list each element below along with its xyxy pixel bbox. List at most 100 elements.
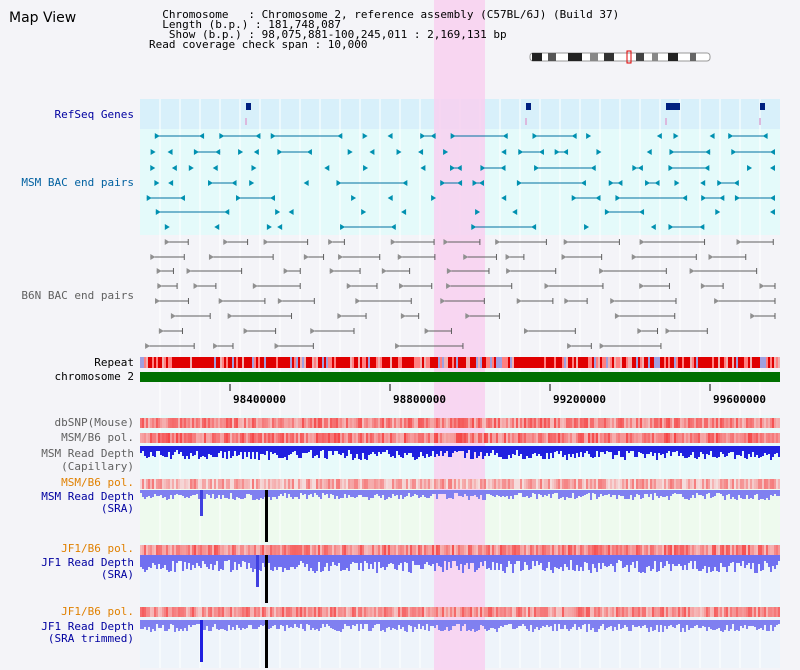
- heat-cell: [324, 479, 326, 489]
- heat-cell: [688, 607, 690, 617]
- depth-bar: [196, 446, 198, 451]
- depth-bar: [276, 555, 278, 570]
- depth-bar: [178, 620, 180, 631]
- depth-bar: [774, 620, 776, 627]
- depth-bar: [278, 446, 280, 458]
- heat-cell: [424, 545, 426, 555]
- heat-cell: [680, 545, 682, 555]
- heat-cell: [370, 607, 372, 617]
- depth-bar: [444, 620, 446, 630]
- repeat-stripe: [144, 357, 146, 368]
- depth-bar: [372, 446, 374, 452]
- depth-bar: [732, 620, 734, 624]
- depth-bar: [448, 555, 450, 562]
- heat-cell: [670, 433, 672, 443]
- depth-bar: [284, 490, 286, 493]
- depth-bar: [738, 446, 740, 455]
- depth-bar: [652, 620, 654, 631]
- bac-end-marker: [214, 224, 220, 230]
- heat-cell: [378, 418, 380, 428]
- heat-cell: [712, 433, 714, 443]
- depth-bar: [198, 490, 200, 499]
- track-label-b6n-bac[interactable]: B6N BAC end pairs: [21, 289, 134, 302]
- depth-bar: [376, 555, 378, 573]
- repeat-stripe: [436, 357, 438, 368]
- heat-cell: [446, 479, 448, 489]
- repeat-stripe: [474, 357, 476, 368]
- depth-bar: [648, 555, 650, 566]
- bac-end-marker: [502, 133, 508, 139]
- repeat-stripe: [140, 357, 142, 368]
- depth-bar: [674, 620, 676, 628]
- heat-cell: [548, 418, 550, 428]
- heat-cell: [672, 433, 674, 443]
- track-label-msm-bac[interactable]: MSM BAC end pairs: [21, 176, 134, 189]
- heat-cell: [398, 545, 400, 555]
- heat-cell: [386, 433, 388, 443]
- heat-cell: [598, 418, 600, 428]
- heat-cell: [184, 607, 186, 617]
- heat-cell: [690, 545, 692, 555]
- heat-cell: [148, 545, 150, 555]
- track-label-refseq[interactable]: RefSeq Genes: [54, 108, 134, 121]
- depth-bar: [634, 446, 636, 457]
- depth-bar: [638, 555, 640, 572]
- depth-bar: [142, 490, 144, 497]
- depth-bar: [312, 620, 314, 628]
- depth-bar: [328, 446, 330, 451]
- heat-cell: [374, 607, 376, 617]
- heat-cell: [550, 418, 552, 428]
- heat-cell: [664, 433, 666, 443]
- heat-cell: [544, 479, 546, 489]
- depth-bar: [382, 490, 384, 495]
- depth-bar: [610, 446, 612, 452]
- heat-cell: [688, 545, 690, 555]
- heat-cell: [390, 433, 392, 443]
- depth-bar: [690, 446, 692, 455]
- heat-cell: [428, 479, 430, 489]
- depth-bar: [414, 446, 416, 460]
- repeat-stripe: [376, 357, 378, 368]
- track-label-msm-b6-pol: MSM/B6 pol.: [61, 431, 134, 444]
- repeat-stripe: [226, 357, 228, 368]
- bac-end-marker: [420, 133, 426, 139]
- repeat-stripe: [754, 357, 756, 368]
- heat-cell: [504, 479, 506, 489]
- bac-end-marker: [303, 254, 309, 260]
- heat-cell: [236, 607, 238, 617]
- depth-bar: [192, 446, 194, 456]
- heat-cell: [768, 479, 770, 489]
- depth-bar: [424, 490, 426, 497]
- depth-bar: [372, 490, 374, 498]
- heat-cell: [382, 418, 384, 428]
- heat-cell: [736, 433, 738, 443]
- depth-bar: [240, 620, 242, 630]
- heat-cell: [606, 433, 608, 443]
- heat-cell: [668, 479, 670, 489]
- depth-bar: [736, 446, 738, 455]
- depth-bar: [208, 446, 210, 454]
- depth-bar: [172, 490, 174, 499]
- depth-bar: [446, 620, 448, 627]
- depth-bar: [310, 620, 312, 630]
- heat-cell: [616, 418, 618, 428]
- depth-bar: [390, 555, 392, 563]
- heat-cell: [746, 433, 748, 443]
- depth-bar: [336, 620, 338, 631]
- depth-bar: [230, 490, 232, 493]
- depth-bar: [556, 555, 558, 568]
- heat-cell: [578, 545, 580, 555]
- heat-cell: [274, 545, 276, 555]
- depth-bar: [422, 490, 424, 495]
- depth-bar: [732, 490, 734, 497]
- repeat-stripe: [680, 357, 682, 368]
- depth-bar: [232, 620, 234, 627]
- heat-cell: [318, 433, 320, 443]
- heat-cell: [432, 433, 434, 443]
- heat-cell: [196, 433, 198, 443]
- depth-bar: [232, 490, 234, 499]
- depth-bar: [614, 490, 616, 495]
- depth-bar: [514, 555, 516, 564]
- info-line-chromosome: Chromosome : Chromosome 2, reference ass…: [149, 8, 620, 21]
- heat-cell: [372, 545, 374, 555]
